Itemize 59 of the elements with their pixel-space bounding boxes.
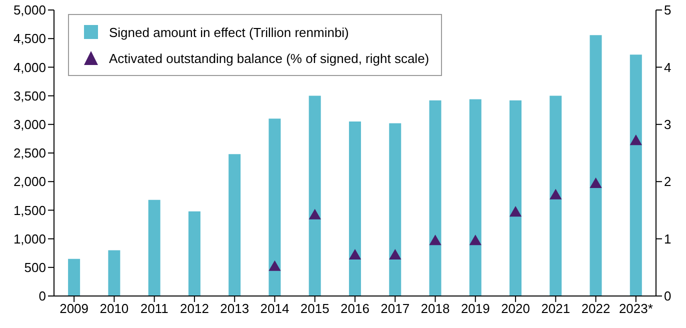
legend-label: Activated outstanding balance (% of signed, right scale)	[109, 50, 430, 66]
x-tick-label: 2020	[501, 301, 530, 316]
y-tick-label: 1,500	[13, 202, 46, 218]
y-tick-label: 4,500	[13, 31, 46, 46]
y2-tick-label: 0	[664, 288, 672, 304]
x-tick-label: 2017	[380, 301, 410, 316]
y-tick-label: 2,500	[13, 146, 46, 161]
y-tick-label: 5,000	[13, 2, 46, 18]
bar	[510, 100, 522, 296]
bar	[108, 250, 120, 296]
y2-tick-label: 2	[664, 174, 672, 190]
bar	[68, 258, 80, 296]
bar	[148, 200, 160, 296]
bar	[550, 96, 562, 296]
point	[389, 248, 402, 260]
y2-tick-label: 4	[664, 60, 672, 75]
x-tick-label: 2010	[100, 301, 129, 316]
bar	[268, 118, 281, 296]
point	[550, 188, 562, 200]
x-tick-label: 2009	[60, 301, 89, 316]
x-tick-label: 2023*	[618, 301, 653, 316]
point	[268, 260, 281, 271]
y-tick-label: 1,000	[13, 231, 46, 246]
x-tick-label: 2018	[420, 301, 450, 316]
bar	[469, 99, 482, 296]
y2-tick-label: 5	[664, 2, 672, 18]
bar	[348, 122, 361, 296]
y-tick-label: 3,000	[13, 117, 46, 132]
x-tick-label: 2011	[140, 301, 168, 316]
x-tick-label: 2022	[581, 301, 610, 316]
y-tick-label: 2,000	[13, 174, 46, 190]
x-tick-label: 2019	[460, 301, 490, 316]
bar	[630, 54, 642, 296]
x-tick-label: 2016	[340, 301, 370, 316]
point	[348, 248, 362, 260]
point	[429, 234, 442, 246]
x-tick-label: 2014	[260, 301, 290, 316]
point	[469, 234, 482, 246]
x-tick-label: 2012	[180, 301, 209, 316]
y2-tick-label: 1	[664, 231, 672, 246]
bar	[429, 100, 442, 296]
point	[308, 208, 321, 220]
bar	[590, 35, 602, 296]
bar	[389, 123, 402, 296]
legend-label: Signed amount in effect (Trillion renminbi)	[109, 24, 349, 40]
x-tick-label: 2021	[541, 301, 570, 316]
y-tick-label: 500	[24, 260, 46, 276]
point	[509, 206, 522, 217]
bar	[188, 211, 200, 296]
y2-tick-label: 3	[664, 117, 672, 132]
y-tick-label: 0	[38, 288, 46, 304]
bar	[308, 96, 321, 296]
x-tick-label: 2015	[300, 301, 330, 316]
y-tick-label: 3,500	[13, 88, 46, 104]
point	[590, 177, 602, 188]
x-tick-label: 2013	[220, 301, 250, 316]
y-tick-label: 4,000	[13, 60, 46, 75]
bar	[228, 154, 241, 296]
point	[630, 134, 642, 146]
